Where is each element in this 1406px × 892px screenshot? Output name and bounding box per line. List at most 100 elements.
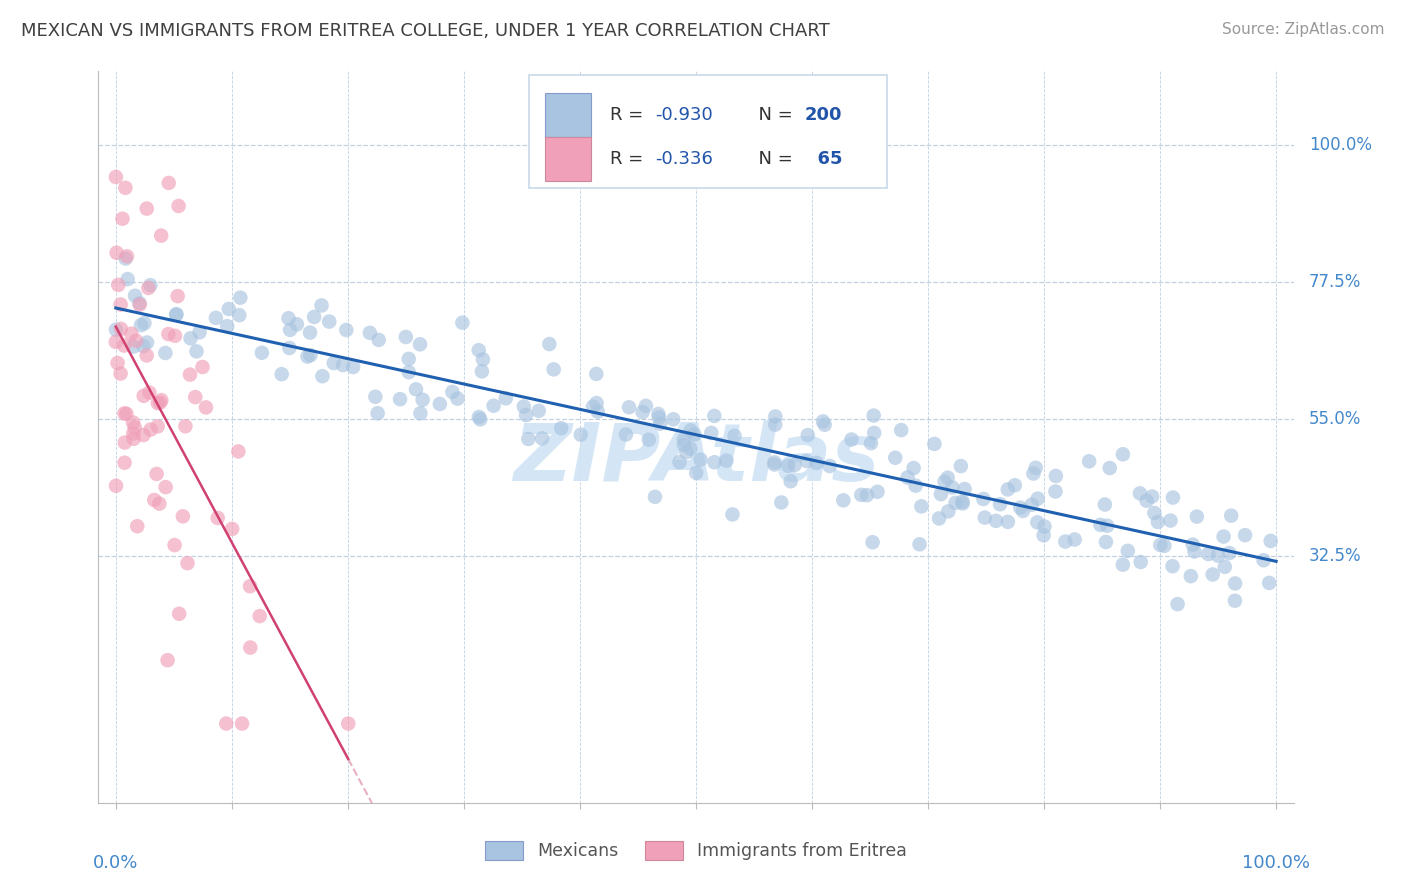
Point bbox=[441, 384, 464, 399]
Point bbox=[1032, 528, 1054, 542]
Point bbox=[550, 421, 572, 435]
Point bbox=[165, 308, 187, 322]
Point bbox=[228, 444, 250, 458]
Point bbox=[647, 407, 669, 421]
Point bbox=[1004, 478, 1026, 492]
Text: R =: R = bbox=[610, 106, 650, 124]
Point bbox=[132, 339, 155, 353]
Point bbox=[429, 397, 451, 411]
Point bbox=[104, 334, 127, 349]
Point bbox=[1026, 516, 1049, 530]
Point bbox=[721, 508, 744, 522]
Point bbox=[335, 323, 357, 337]
Point bbox=[928, 511, 950, 525]
Point bbox=[163, 538, 186, 552]
Point bbox=[910, 500, 932, 514]
Point bbox=[672, 433, 695, 447]
Point bbox=[763, 409, 786, 424]
Point bbox=[299, 348, 322, 362]
Point bbox=[135, 202, 157, 216]
Point bbox=[409, 337, 432, 351]
Point bbox=[115, 407, 138, 421]
Point bbox=[1213, 559, 1236, 574]
Point bbox=[862, 535, 884, 549]
Point bbox=[672, 438, 695, 452]
Point bbox=[1234, 528, 1257, 542]
Point bbox=[165, 328, 187, 343]
Point bbox=[285, 318, 308, 332]
Point bbox=[1033, 519, 1056, 533]
Point bbox=[250, 345, 273, 359]
Point bbox=[859, 436, 882, 450]
Point bbox=[585, 396, 607, 410]
Point bbox=[1078, 454, 1101, 468]
Point bbox=[890, 423, 912, 437]
Point bbox=[342, 359, 364, 374]
Point bbox=[1045, 484, 1067, 499]
Point bbox=[637, 433, 659, 447]
Point bbox=[318, 315, 340, 329]
Point bbox=[167, 607, 190, 621]
Point bbox=[166, 307, 188, 321]
Point bbox=[631, 405, 654, 419]
Point bbox=[779, 475, 801, 489]
Point bbox=[997, 515, 1019, 529]
Point bbox=[110, 367, 132, 381]
Point bbox=[139, 423, 162, 437]
Point bbox=[644, 490, 666, 504]
Point bbox=[1010, 500, 1032, 515]
Point bbox=[1161, 491, 1184, 505]
Point bbox=[763, 417, 786, 432]
Point bbox=[179, 368, 201, 382]
Point bbox=[359, 326, 381, 340]
Point bbox=[471, 352, 494, 367]
Point bbox=[239, 579, 262, 593]
Legend: Mexicans, Immigrants from Eritrea: Mexicans, Immigrants from Eritrea bbox=[478, 834, 914, 867]
Point bbox=[1197, 547, 1219, 561]
Point bbox=[1094, 498, 1116, 512]
Point bbox=[984, 514, 1007, 528]
Point bbox=[1112, 558, 1135, 572]
Point bbox=[997, 483, 1019, 497]
Point bbox=[239, 640, 262, 655]
Point bbox=[112, 338, 135, 352]
Point bbox=[1054, 534, 1077, 549]
Point bbox=[515, 408, 537, 422]
Point bbox=[689, 452, 711, 467]
Text: -0.336: -0.336 bbox=[655, 150, 713, 168]
Point bbox=[1223, 593, 1246, 607]
Point bbox=[104, 323, 127, 337]
Point bbox=[1206, 549, 1229, 563]
Point bbox=[1223, 576, 1246, 591]
Point bbox=[174, 419, 197, 434]
Point bbox=[115, 249, 138, 263]
Point bbox=[763, 455, 786, 469]
Point bbox=[132, 428, 155, 442]
Point bbox=[145, 467, 167, 481]
Point bbox=[1160, 514, 1182, 528]
Point bbox=[685, 466, 707, 480]
Point bbox=[124, 420, 146, 434]
Point bbox=[675, 445, 697, 459]
Point bbox=[221, 522, 243, 536]
Text: ZIPAtlas: ZIPAtlas bbox=[513, 420, 879, 498]
Point bbox=[114, 406, 136, 420]
Point bbox=[332, 358, 354, 372]
Point bbox=[1025, 460, 1047, 475]
Point bbox=[1181, 538, 1204, 552]
Point bbox=[863, 425, 886, 440]
Point bbox=[297, 350, 319, 364]
Point bbox=[249, 609, 271, 624]
Point bbox=[134, 316, 156, 330]
Point bbox=[778, 458, 800, 473]
Point bbox=[531, 431, 554, 445]
Point bbox=[114, 252, 136, 266]
Point bbox=[650, 417, 672, 431]
Point bbox=[110, 322, 132, 336]
Point bbox=[1253, 553, 1275, 567]
Point bbox=[143, 493, 166, 508]
Point bbox=[1260, 533, 1282, 548]
Point bbox=[398, 351, 420, 366]
Text: 32.5%: 32.5% bbox=[1309, 547, 1361, 565]
Point bbox=[114, 435, 136, 450]
